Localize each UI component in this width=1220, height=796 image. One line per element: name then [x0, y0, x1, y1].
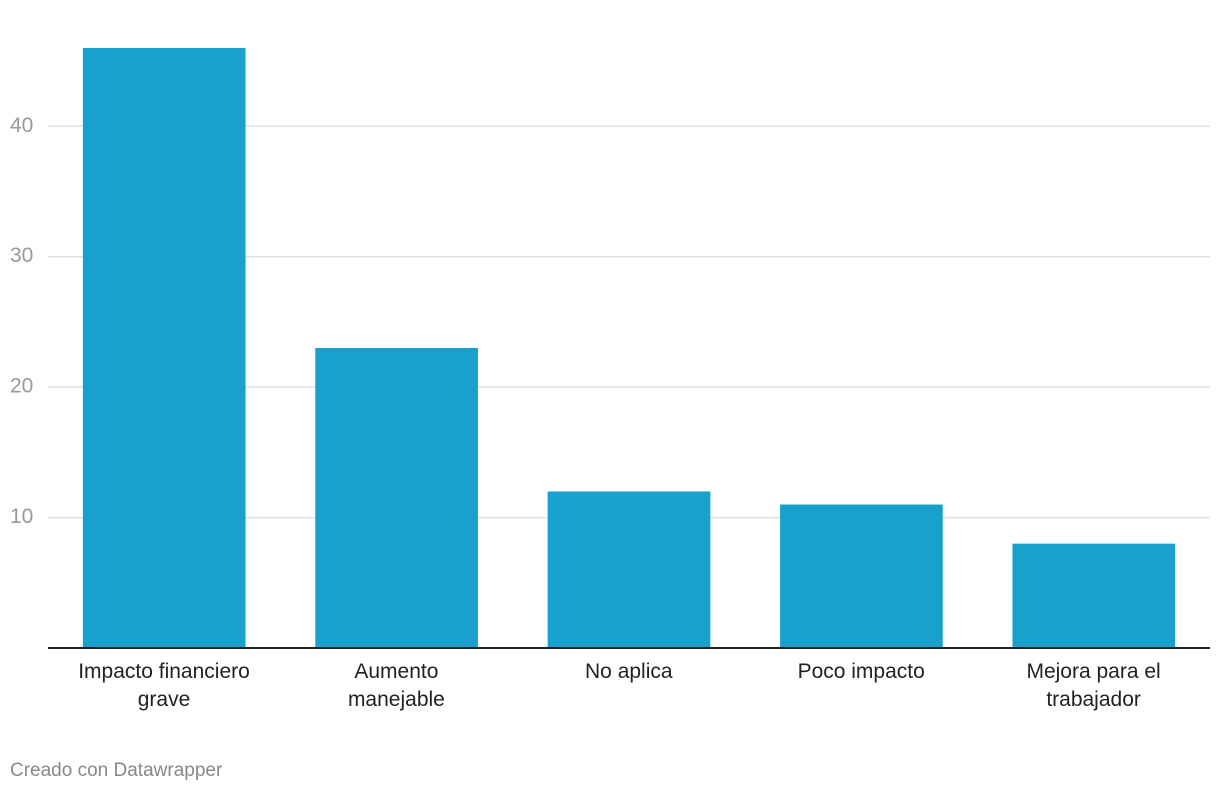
x-tick-label: Mejora para el trabajador — [1026, 660, 1161, 711]
x-tick-label: Impacto financiero grave — [78, 660, 250, 711]
x-tick-label: Aumento manejable — [347, 660, 445, 711]
footer: Creado con Datawrapper — [10, 760, 223, 781]
bar — [315, 348, 478, 648]
y-tick-label: 20 — [10, 375, 33, 398]
bar — [82, 48, 246, 648]
y-tick-label: 40 — [10, 114, 33, 137]
x-tick-label: No aplica — [585, 660, 673, 683]
y-tick-label: 10 — [10, 505, 33, 528]
bar — [1012, 543, 1176, 648]
bar — [780, 504, 943, 648]
x-tick-label: Poco impacto — [797, 660, 925, 683]
y-tick-label: 30 — [10, 244, 33, 267]
bar — [547, 491, 711, 648]
